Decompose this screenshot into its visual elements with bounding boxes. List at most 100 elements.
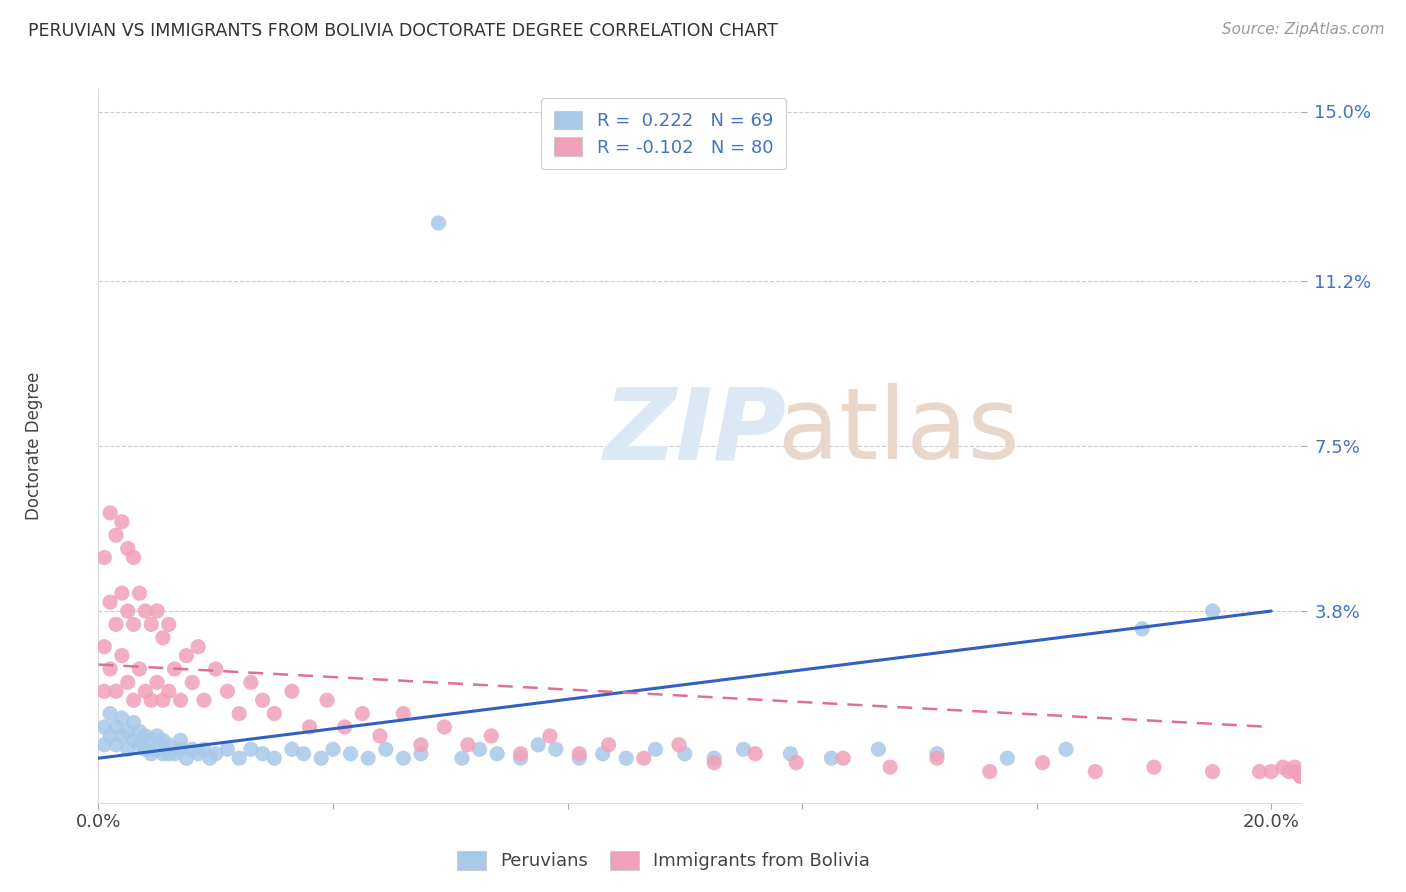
Point <box>1289 769 1312 783</box>
Point <box>644 742 666 756</box>
Point <box>176 751 198 765</box>
Point <box>217 684 239 698</box>
Point <box>733 742 755 756</box>
Point <box>239 742 262 756</box>
Point <box>979 764 1001 779</box>
Point <box>1284 760 1306 774</box>
Point <box>316 693 339 707</box>
Point <box>1289 769 1312 783</box>
Text: atlas: atlas <box>778 384 1019 480</box>
Point <box>322 742 344 756</box>
Point <box>117 604 139 618</box>
Point <box>368 729 391 743</box>
Point <box>169 742 191 756</box>
Point <box>785 756 807 770</box>
Point <box>111 648 134 663</box>
Point <box>703 756 725 770</box>
Point <box>468 742 491 756</box>
Point <box>105 684 128 698</box>
Point <box>157 684 180 698</box>
Point <box>111 711 134 725</box>
Point <box>141 693 163 707</box>
Point <box>93 684 115 698</box>
Point <box>187 640 209 654</box>
Point <box>169 693 191 707</box>
Point <box>128 738 150 752</box>
Point <box>252 693 274 707</box>
Point <box>409 747 432 761</box>
Point <box>668 738 690 752</box>
Point <box>105 617 128 632</box>
Point <box>181 675 204 690</box>
Point <box>111 729 134 743</box>
Point <box>122 693 145 707</box>
Point <box>98 595 121 609</box>
Point <box>868 742 890 756</box>
Point <box>163 662 186 676</box>
Point <box>479 729 502 743</box>
Point <box>1084 764 1107 779</box>
Point <box>673 747 696 761</box>
Point <box>509 751 531 765</box>
Point <box>187 747 209 761</box>
Point <box>392 751 415 765</box>
Text: PERUVIAN VS IMMIGRANTS FROM BOLIVIA DOCTORATE DEGREE CORRELATION CHART: PERUVIAN VS IMMIGRANTS FROM BOLIVIA DOCT… <box>28 22 778 40</box>
Point <box>122 715 145 730</box>
Point <box>193 693 215 707</box>
Point <box>538 729 561 743</box>
Point <box>925 751 948 765</box>
Point <box>93 550 115 565</box>
Point <box>239 675 262 690</box>
Point <box>1143 760 1166 774</box>
Point <box>568 747 591 761</box>
Point <box>163 747 186 761</box>
Point <box>105 738 128 752</box>
Point <box>122 733 145 747</box>
Point <box>98 729 121 743</box>
Point <box>374 742 396 756</box>
Point <box>122 550 145 565</box>
Point <box>204 662 226 676</box>
Point <box>1278 764 1301 779</box>
Point <box>128 662 150 676</box>
Point <box>832 751 855 765</box>
Point <box>1201 604 1223 618</box>
Point <box>152 733 174 747</box>
Point <box>598 738 620 752</box>
Point <box>281 742 304 756</box>
Point <box>146 729 169 743</box>
Point <box>111 586 134 600</box>
Point <box>134 604 156 618</box>
Point <box>633 751 655 765</box>
Point <box>614 751 637 765</box>
Point <box>128 586 150 600</box>
Point <box>995 751 1018 765</box>
Point <box>141 747 163 761</box>
Point <box>1289 769 1312 783</box>
Point <box>122 617 145 632</box>
Point <box>217 742 239 756</box>
Point <box>146 604 169 618</box>
Point <box>427 216 450 230</box>
Text: ZIP: ZIP <box>603 384 786 480</box>
Point <box>333 720 356 734</box>
Point <box>1130 622 1153 636</box>
Point <box>105 720 128 734</box>
Point <box>93 720 115 734</box>
Point <box>409 738 432 752</box>
Point <box>457 738 479 752</box>
Point <box>820 751 842 765</box>
Point <box>1054 742 1077 756</box>
Point <box>1201 764 1223 779</box>
Point <box>352 706 374 721</box>
Point <box>357 751 380 765</box>
Point <box>1271 760 1294 774</box>
Point <box>141 733 163 747</box>
Point <box>181 742 204 756</box>
Point <box>134 684 156 698</box>
Point <box>152 693 174 707</box>
Point <box>93 738 115 752</box>
Point <box>779 747 801 761</box>
Point <box>157 747 180 761</box>
Point <box>252 747 274 761</box>
